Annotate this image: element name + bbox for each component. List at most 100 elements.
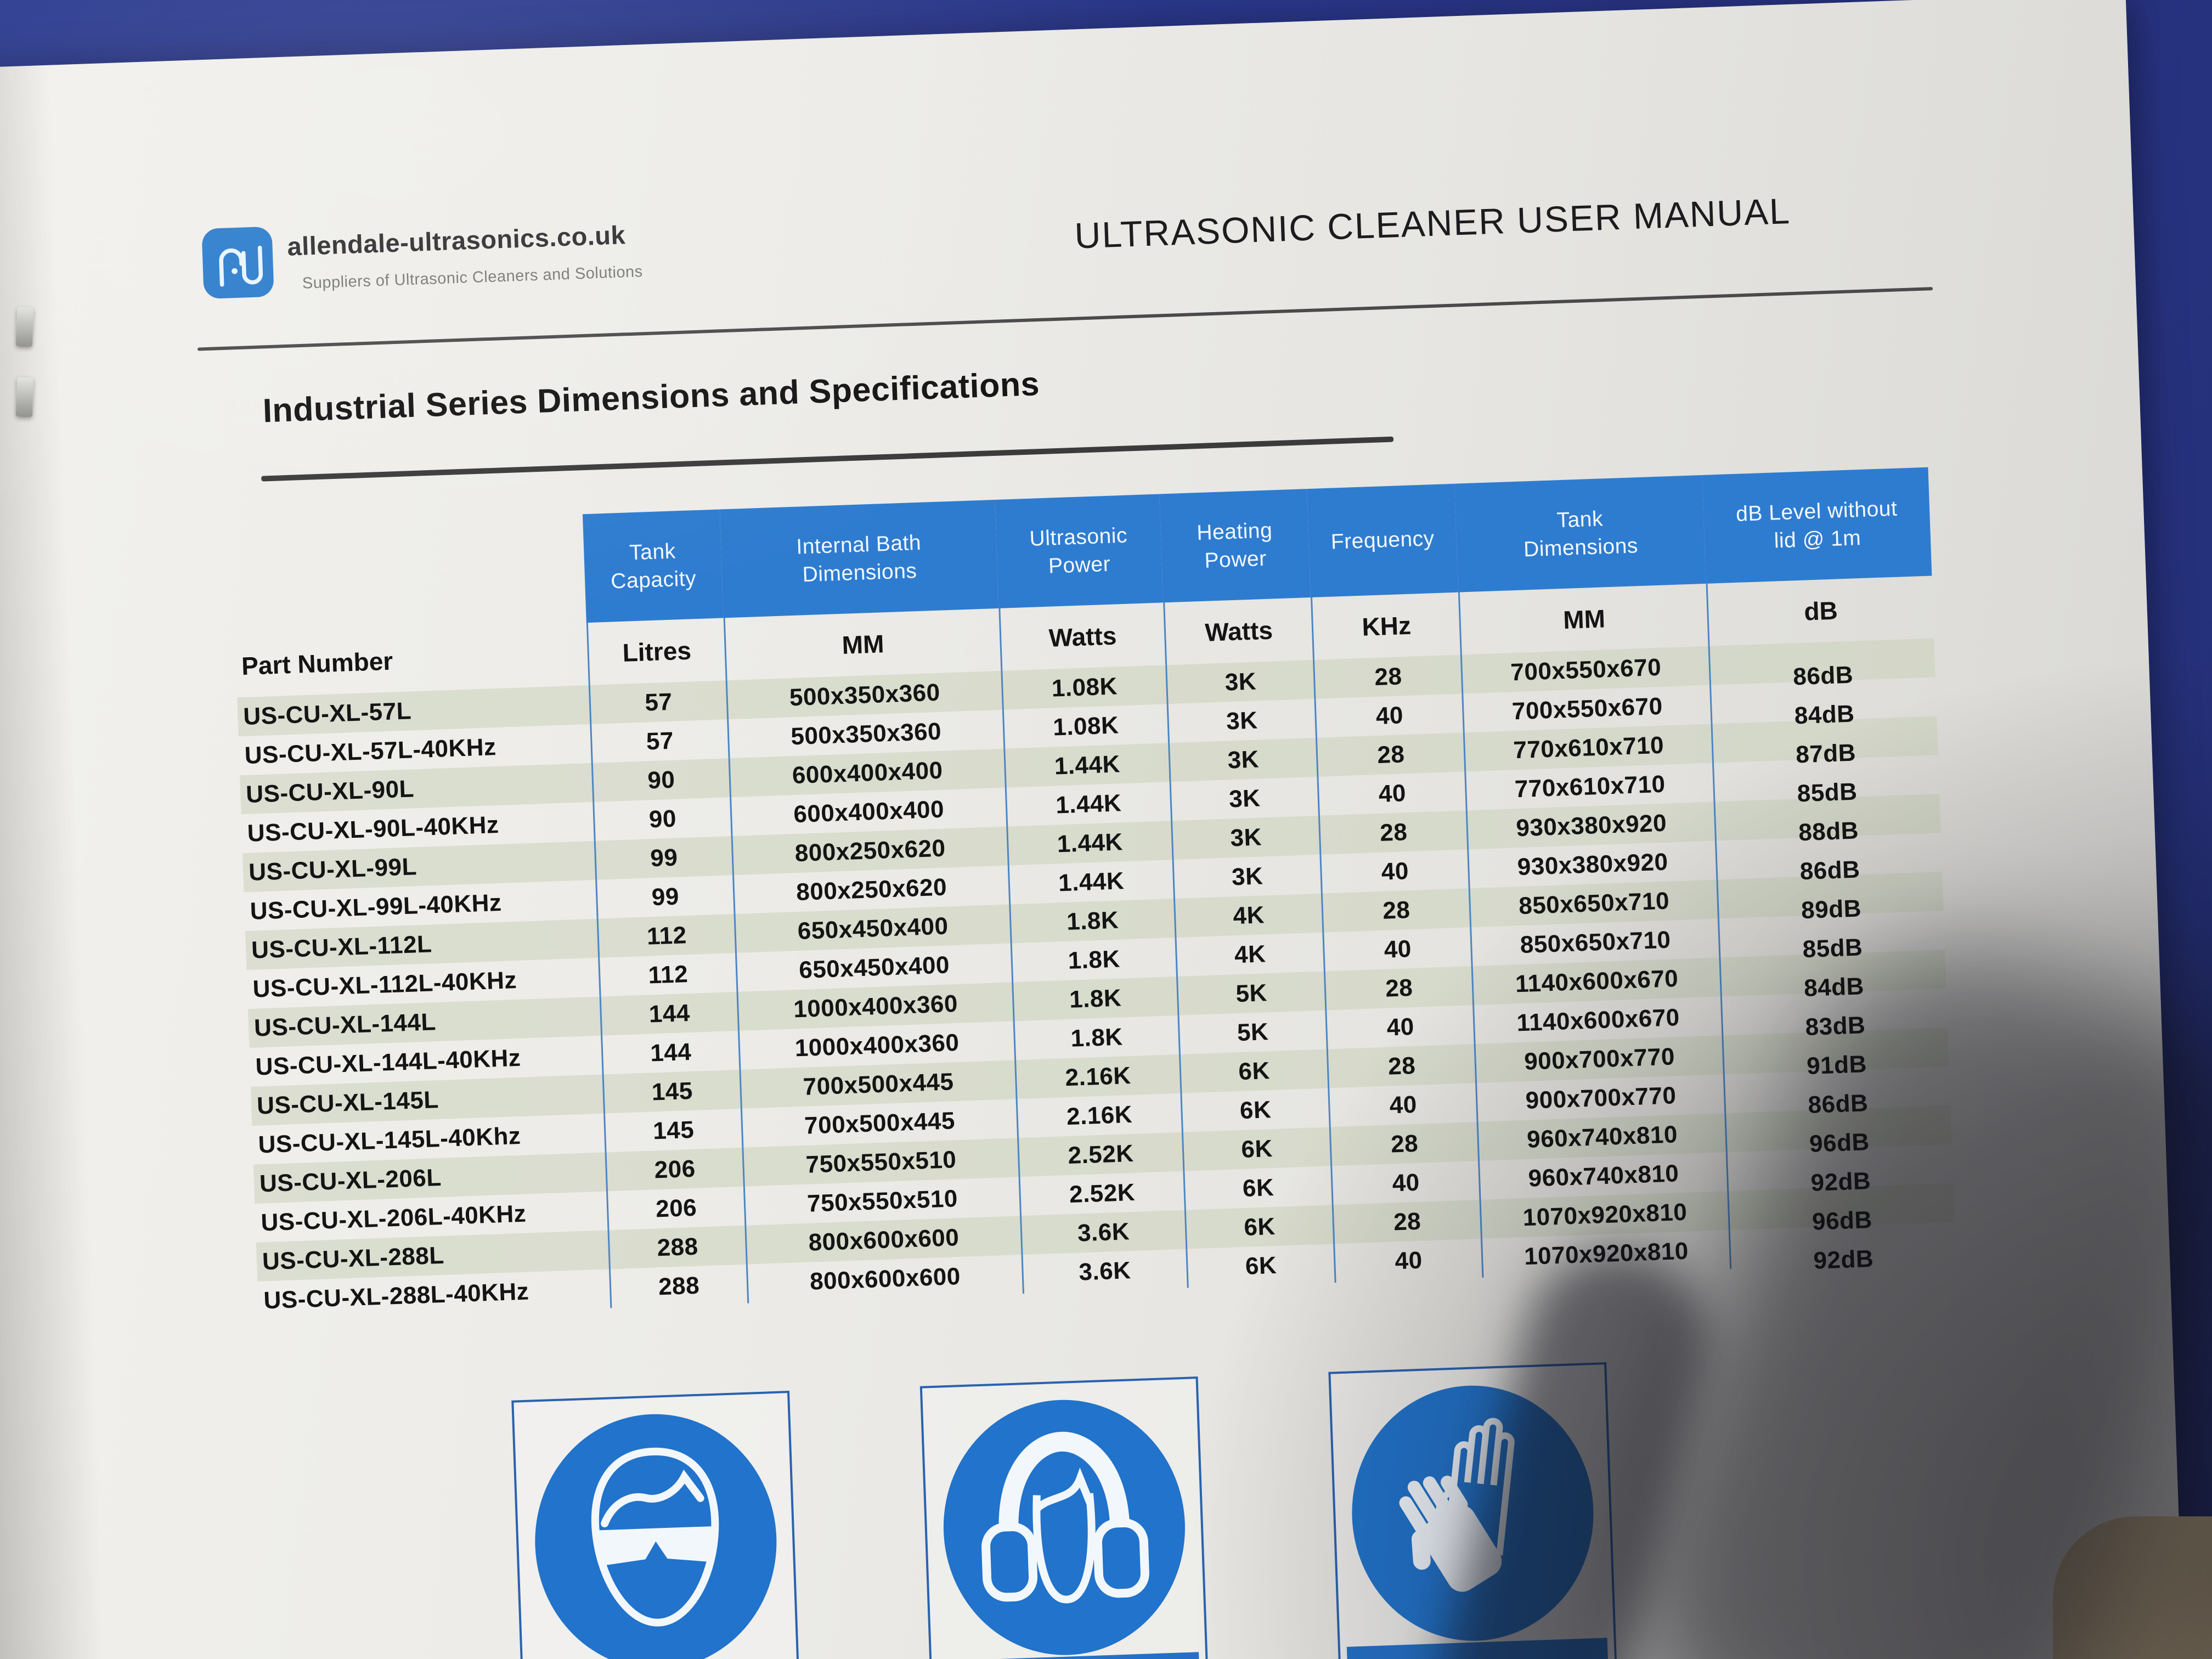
logo-tagline: Suppliers of Ultrasonic Cleaners and Sol…	[302, 263, 644, 292]
col-header-bath-dimensions: Internal Bath Dimensions	[720, 499, 999, 618]
ultrasonic-power-cell: 2.16K	[1015, 1093, 1182, 1138]
tank-capacity-cell: 90	[591, 758, 730, 802]
frequency-cell: 40	[1333, 1238, 1482, 1283]
col-header-heating-power: Heating Power	[1159, 489, 1311, 603]
ultrasonic-power-cell: 1.44K	[1005, 782, 1171, 827]
header-spacer	[231, 514, 586, 635]
ultrasonic-power-cell: 1.44K	[1003, 743, 1170, 788]
heating-power-cell: 5K	[1177, 1010, 1327, 1054]
frequency-cell: 28	[1331, 1199, 1481, 1244]
ultrasonic-power-cell: 2.52K	[1018, 1171, 1184, 1216]
site-name: allendale-ultrasonics.co.uk	[286, 220, 626, 261]
frequency-cell: 28	[1324, 966, 1473, 1011]
staple	[15, 377, 34, 417]
frequency-cell: 40	[1314, 693, 1464, 738]
ultrasonic-power-cell: 2.52K	[1017, 1132, 1183, 1177]
tank-capacity-cell: 206	[606, 1186, 745, 1231]
frequency-cell: 28	[1329, 1122, 1479, 1166]
heating-power-cell: 3K	[1165, 659, 1314, 704]
ultrasonic-wave-logo-icon	[219, 245, 263, 287]
heating-power-cell: 6K	[1178, 1049, 1328, 1093]
unit-litres: Litres	[586, 618, 726, 686]
frequency-cell: 28	[1326, 1044, 1476, 1088]
heating-power-cell: 3K	[1171, 815, 1320, 860]
tank-capacity-cell: 57	[589, 719, 729, 763]
allendale-logo	[201, 226, 274, 300]
tank-capacity-cell: 145	[603, 1108, 742, 1153]
ultrasonic-power-cell: 1.44K	[1007, 860, 1173, 905]
tank-capacity-cell: 99	[594, 836, 733, 880]
frequency-cell: 40	[1325, 1005, 1475, 1049]
part-number-header: Part Number	[241, 646, 394, 681]
safety-glasses-glyph	[591, 1447, 719, 1627]
tank-capacity-cell: 144	[599, 991, 738, 1036]
heating-power-cell: 6K	[1184, 1205, 1334, 1249]
tank-dimensions-cell: 1070x920x810	[1481, 1230, 1730, 1278]
staple	[15, 307, 34, 347]
tank-capacity-cell: 206	[605, 1147, 744, 1192]
wear-eye-protection-icon	[531, 1410, 781, 1659]
ultrasonic-power-cell: 2.16K	[1014, 1054, 1181, 1099]
ear-muffs-glyph	[981, 1431, 1149, 1604]
frequency-cell: 28	[1313, 654, 1462, 699]
ultrasonic-power-cell: 1.8K	[1013, 1015, 1179, 1060]
ultrasonic-power-cell: 3.6K	[1021, 1249, 1187, 1294]
col-header-tank-capacity: Tank Capacity	[582, 509, 724, 623]
col-header-tank-dimensions: Tank Dimensions	[1454, 475, 1706, 592]
col-header-db-level: dB Level without lid @ 1m	[1702, 467, 1932, 584]
heating-power-cell: 3K	[1172, 854, 1322, 899]
wear-ear-defenders-icon	[939, 1396, 1189, 1659]
frequency-cell: 40	[1319, 849, 1469, 894]
tank-capacity-cell: 99	[595, 875, 734, 919]
heating-power-cell: 4K	[1173, 893, 1323, 938]
wear-protective-gloves-icon	[1347, 1381, 1598, 1645]
frequency-cell: 28	[1316, 732, 1465, 777]
ultrasonic-power-cell: 1.08K	[1001, 665, 1167, 710]
tank-capacity-cell: 288	[608, 1264, 748, 1308]
unit-db: dB	[1706, 575, 1934, 646]
specifications-table: Tank Capacity Internal Bath Dimensions U…	[231, 467, 1956, 1321]
ultrasonic-power-cell: 1.8K	[1011, 976, 1178, 1022]
heating-power-cell: 3K	[1168, 737, 1317, 782]
sign-eye-protection	[511, 1391, 803, 1659]
heating-power-cell: 6K	[1183, 1166, 1332, 1210]
frequency-cell: 40	[1322, 927, 1472, 972]
col-header-ultrasonic-power: Ultrasonic Power	[995, 494, 1164, 608]
heating-power-cell: 6K	[1186, 1244, 1335, 1288]
sign-protective-gloves	[1328, 1362, 1620, 1659]
page-title: Industrial Series Dimensions and Specifi…	[262, 365, 1041, 430]
tank-capacity-cell: 57	[588, 680, 727, 725]
sign-label-bar	[1346, 1638, 1611, 1659]
tank-capacity-cell: 112	[597, 953, 737, 997]
frequency-cell: 40	[1330, 1160, 1480, 1205]
gloves-glyph	[1399, 1418, 1515, 1592]
manual-title: ULTRASONIC CLEANER USER MANUAL	[1074, 190, 1791, 256]
frequency-cell: 40	[1328, 1083, 1477, 1127]
sign-ear-protection	[919, 1376, 1211, 1659]
unit-bath-mm: MM	[724, 608, 1001, 681]
heating-power-cell: 6K	[1181, 1127, 1331, 1171]
title-underline	[261, 436, 1394, 482]
heating-power-cell: 3K	[1166, 698, 1316, 743]
heating-power-cell: 4K	[1175, 932, 1324, 977]
tank-capacity-cell: 288	[607, 1225, 747, 1269]
frequency-cell: 40	[1317, 771, 1466, 816]
unit-heat-watts: Watts	[1163, 597, 1313, 665]
unit-us-watts: Watts	[998, 602, 1166, 671]
frequency-cell: 28	[1321, 888, 1470, 933]
table-body: US-CU-XL-57L 57 500x350x360 1.08K 3K 28 …	[237, 638, 1956, 1320]
heating-power-cell: 5K	[1176, 971, 1325, 1015]
tank-capacity-cell: 90	[592, 797, 731, 841]
ultrasonic-power-cell: 1.08K	[1002, 704, 1169, 749]
tank-capacity-cell: 144	[600, 1030, 740, 1075]
col-header-frequency: Frequency	[1307, 483, 1459, 598]
heating-power-cell: 3K	[1169, 776, 1319, 821]
ultrasonic-power-cell: 1.8K	[1010, 938, 1176, 983]
header-divider	[197, 287, 1933, 351]
heating-power-cell: 6K	[1180, 1088, 1329, 1132]
unit-tank-mm: MM	[1458, 583, 1708, 655]
frequency-cell: 28	[1318, 810, 1468, 855]
unit-khz: KHz	[1311, 592, 1461, 660]
